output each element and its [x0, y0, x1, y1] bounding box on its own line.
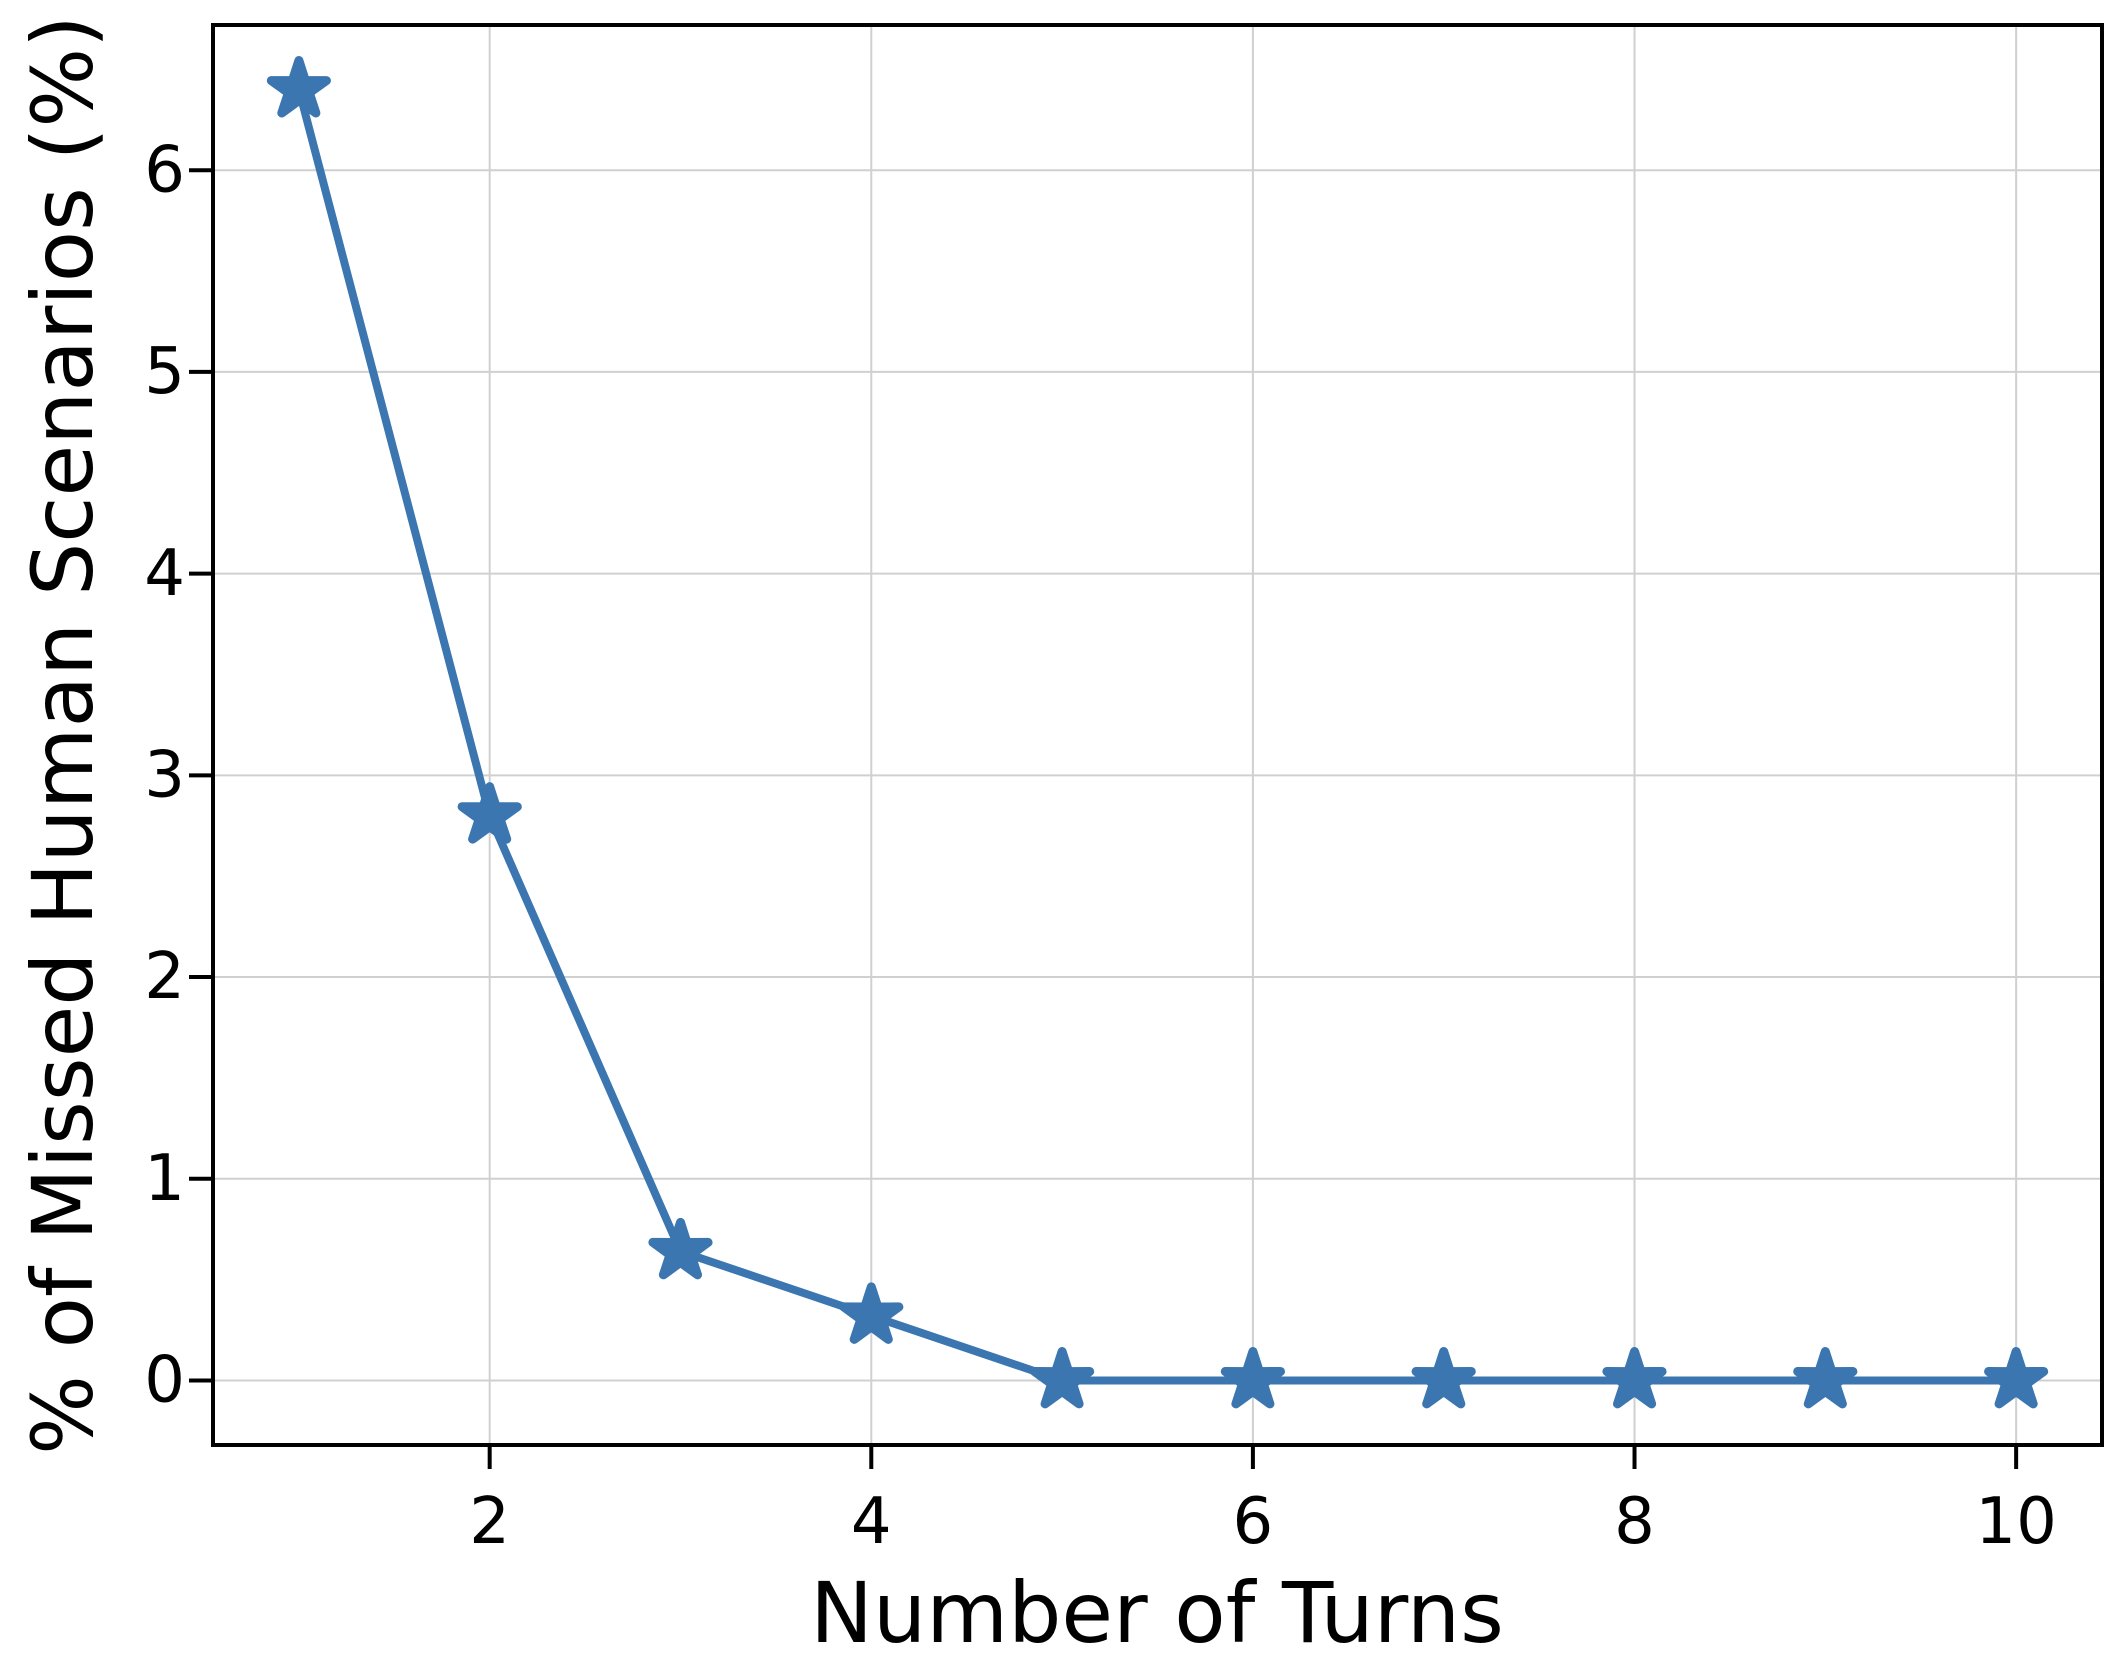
data-point-marker	[839, 1282, 904, 1344]
x-axis-label: Number of Turns	[810, 1564, 1504, 1662]
y-tick-label: 4	[144, 537, 185, 611]
x-tick-label: 8	[1614, 1485, 1655, 1559]
y-tick-label: 2	[144, 940, 185, 1014]
y-tick-label: 3	[144, 738, 185, 812]
data-point-marker	[457, 782, 522, 844]
tick-label-layer: 2 4 6 8 10 0 1 2 3 4 5 6	[144, 133, 2057, 1559]
data-point-marker	[648, 1217, 713, 1280]
x-tick-label: 4	[851, 1485, 892, 1559]
data-point-marker	[1984, 1347, 2049, 1409]
x-tick-label: 6	[1233, 1485, 1274, 1559]
y-axis-label: % of Missed Human Scenarios (%)	[14, 15, 112, 1455]
data-point-marker	[266, 56, 331, 118]
data-point-marker	[1220, 1347, 1285, 1409]
data-point-marker	[1793, 1347, 1858, 1409]
tick-layer	[189, 168, 2019, 1469]
data-series-layer	[266, 56, 2049, 1409]
x-tick-label: 2	[469, 1485, 510, 1559]
x-tick-label: 10	[1975, 1485, 2056, 1559]
y-tick-label: 5	[144, 335, 185, 409]
y-tick-label: 0	[144, 1344, 185, 1418]
y-tick-label: 1	[144, 1142, 185, 1216]
axes-border	[211, 23, 2104, 1447]
y-tick-label: 6	[144, 133, 185, 207]
data-point-marker	[1602, 1347, 1667, 1409]
plot-area	[213, 25, 2102, 1445]
data-line	[294, 85, 2021, 1385]
data-point-marker	[1411, 1347, 1476, 1409]
data-point-marker	[1030, 1347, 1095, 1409]
